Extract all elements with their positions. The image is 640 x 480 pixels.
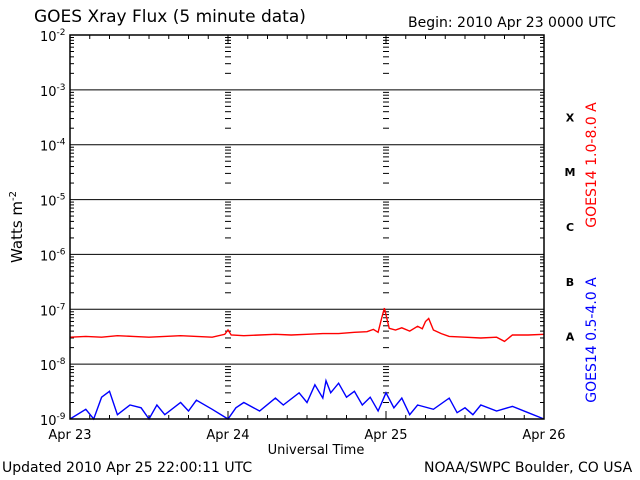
flare-class-x: X xyxy=(566,111,575,124)
x-tick-label-1: Apr 24 xyxy=(206,428,249,443)
footer-updated: Updated 2010 Apr 25 22:00:11 UTC xyxy=(2,460,253,476)
y-tick-label-5: 10-7 xyxy=(40,302,66,319)
grid-lines xyxy=(69,34,545,420)
y-tick-label-2: 10-4 xyxy=(40,138,66,155)
plot-frame xyxy=(69,34,545,420)
x-tick-label-0: Apr 23 xyxy=(48,428,91,443)
legend-short-channel: GOES14 0.5-4.0 A xyxy=(584,277,600,403)
y-tick-label-4: 10-6 xyxy=(40,247,66,264)
flare-class-c: C xyxy=(566,221,574,234)
legend-long-channel: GOES14 1.0-8.0 A xyxy=(584,102,600,228)
series-line-short xyxy=(69,378,545,421)
x-tick-label-2: Apr 25 xyxy=(364,428,407,443)
flare-class-a: A xyxy=(566,331,575,344)
footer-credit: NOAA/SWPC Boulder, CO USA xyxy=(424,460,633,476)
x-tick-label-3: Apr 26 xyxy=(522,428,565,443)
y-tick-labels: 10-2 10-3 10-4 10-5 10-6 10-7 10-8 10-9 xyxy=(40,28,66,429)
y-tick-label-7: 10-9 xyxy=(40,412,66,429)
y-axis-label: Watts m-2 xyxy=(8,191,26,263)
y-tick-label-6: 10-8 xyxy=(40,357,66,374)
y-tick-label-0: 10-2 xyxy=(40,28,66,45)
flare-class-m: M xyxy=(565,166,576,179)
begin-label: Begin: 2010 Apr 23 0000 UTC xyxy=(408,15,616,31)
y-tick-label-3: 10-5 xyxy=(40,193,66,210)
series-line-long xyxy=(69,307,545,343)
flare-class-labels: X M C B A xyxy=(565,111,576,343)
flare-class-b: B xyxy=(566,276,574,289)
chart-title: GOES Xray Flux (5 minute data) xyxy=(34,7,306,27)
x-axis-label: Universal Time xyxy=(268,443,365,458)
x-tick-labels: Apr 23 Apr 24 Apr 25 Apr 26 xyxy=(48,428,565,443)
y-tick-label-1: 10-3 xyxy=(40,83,66,100)
